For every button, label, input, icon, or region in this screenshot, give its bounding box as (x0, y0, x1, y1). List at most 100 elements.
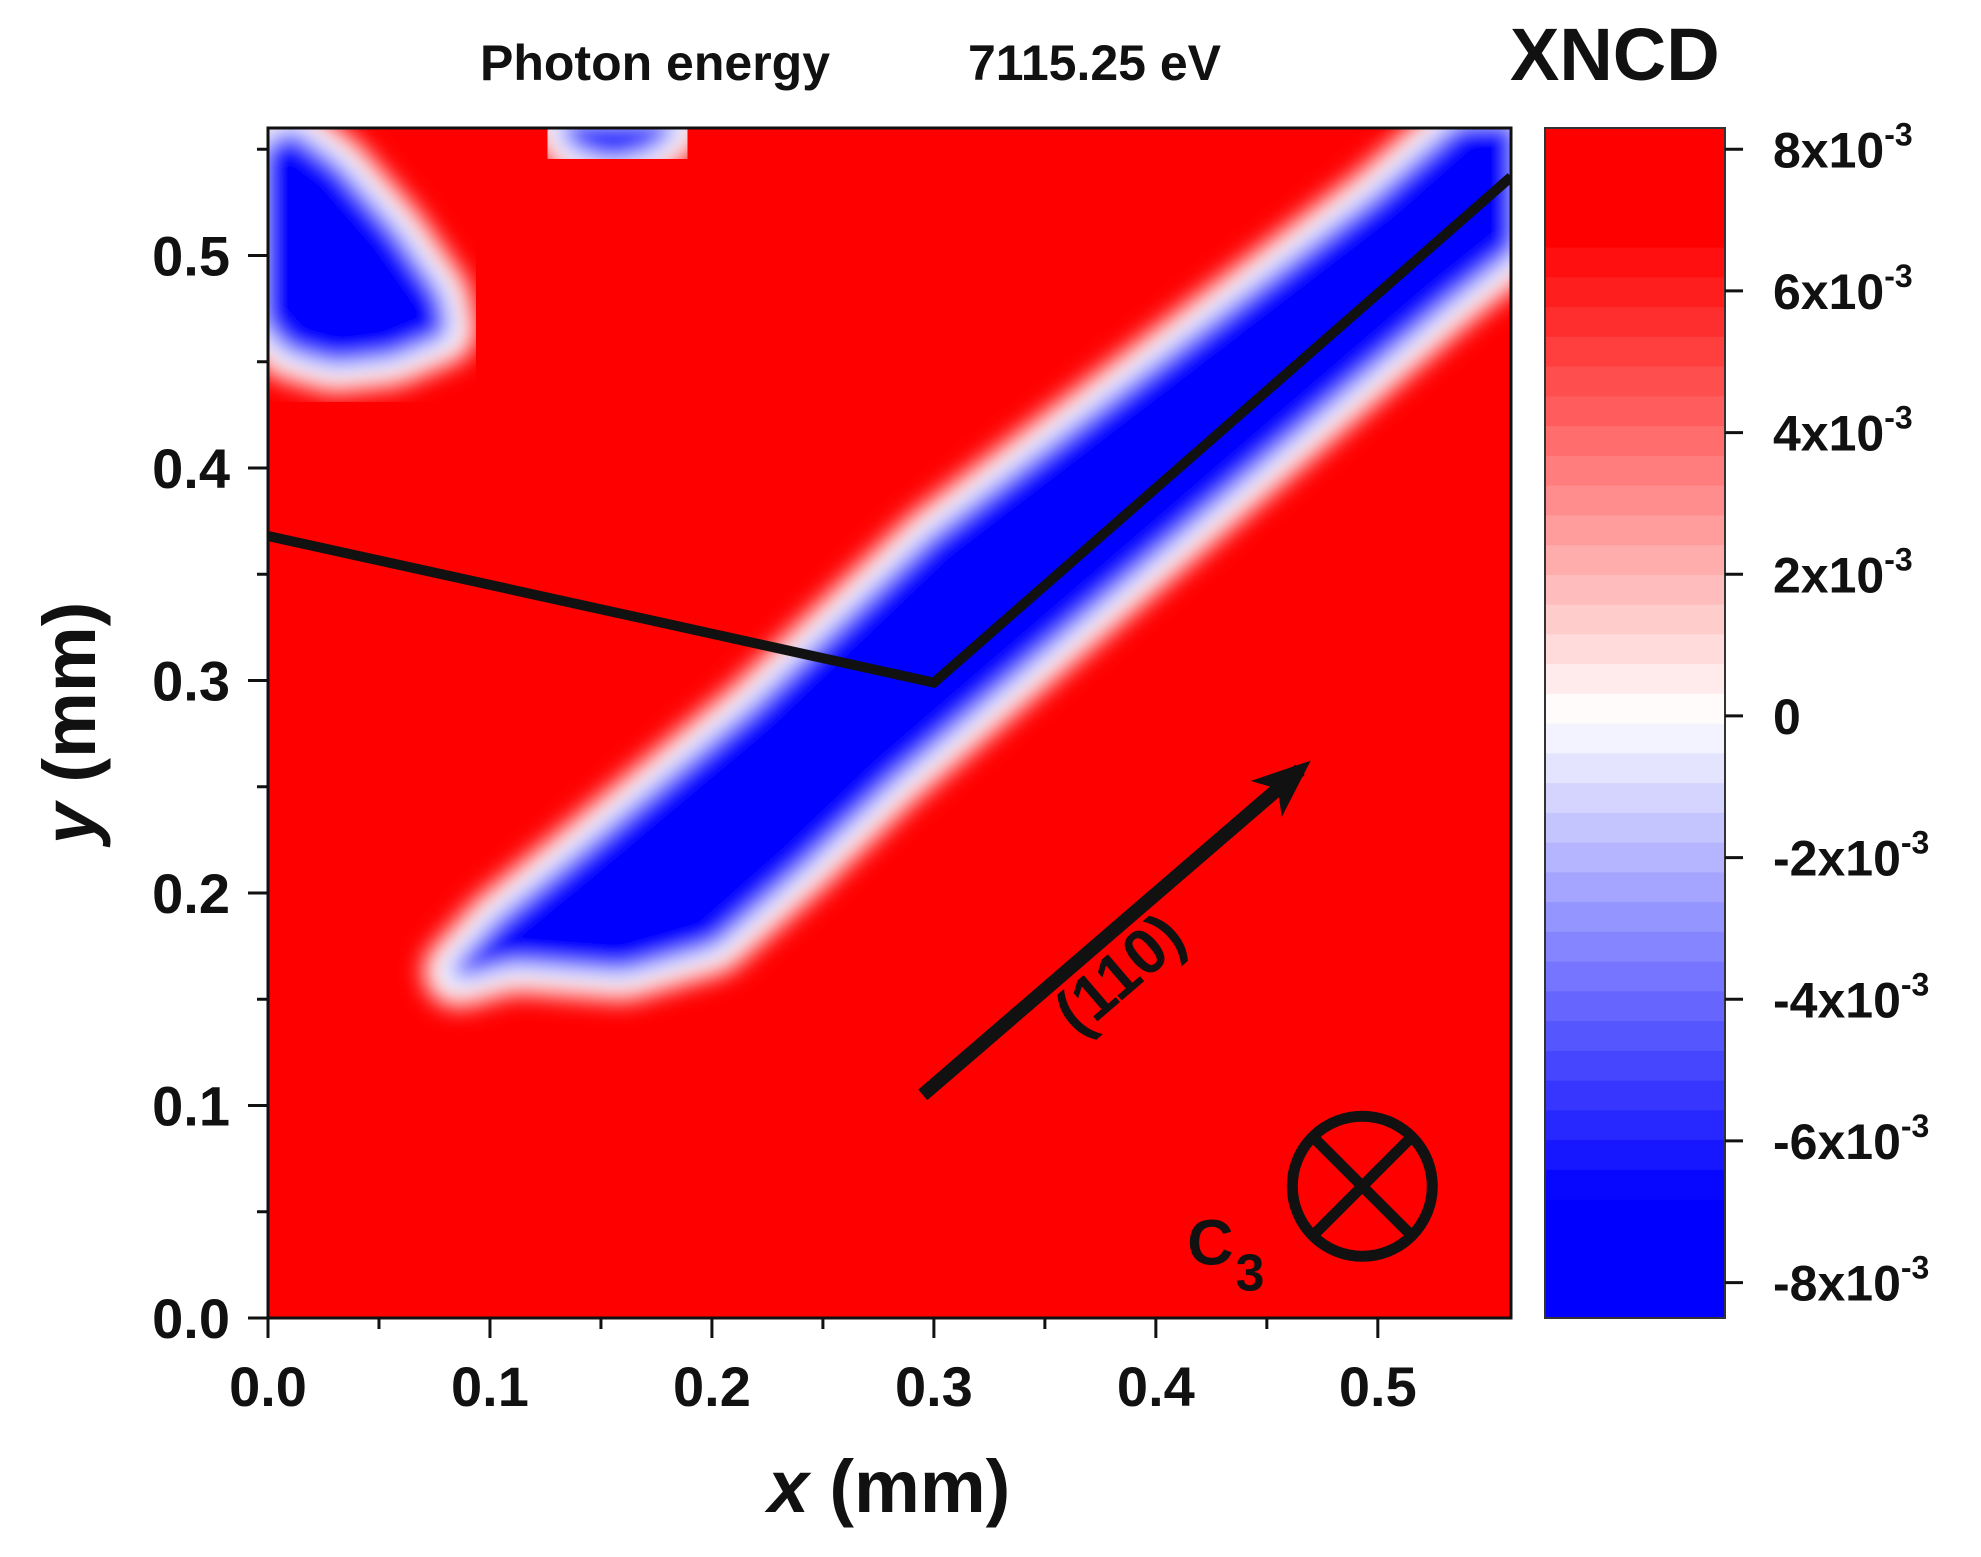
colorbar-level-band (1545, 663, 1725, 694)
colorbar-level-band (1545, 1258, 1725, 1289)
colorbar-level-band (1545, 157, 1725, 189)
boundary-line (268, 173, 1511, 689)
colorbar-tick-exponent: -3 (1884, 258, 1912, 294)
colorbar-level-band (1545, 425, 1725, 456)
x-axis: 0.0 0.1 0.2 0.3 0.4 0.5 (229, 1318, 1417, 1418)
x-axis-title: x (mm) (764, 1445, 1011, 1528)
colorbar-bands (1545, 128, 1725, 1319)
colorbar-level-band (1545, 842, 1725, 873)
colorbar-tick-label: 4x10-3 (1773, 400, 1913, 462)
top-left-blob-core (268, 128, 451, 367)
colorbar-tick-label: -4x10-3 (1773, 966, 1929, 1028)
colorbar-tick-exponent: -3 (1884, 116, 1912, 152)
colorbar-level-band (1545, 633, 1725, 665)
colorbar: 8x10-36x10-34x10-32x10-30-2x10-3-4x10-3-… (1544, 116, 1929, 1319)
colorbar-level-band (1545, 306, 1725, 337)
c3-cross-stroke-2 (1308, 1132, 1416, 1240)
colorbar-level-band (1545, 693, 1725, 724)
y-axis: 0.0 0.1 0.2 0.3 0.4 0.5 (152, 147, 268, 1350)
colorbar-tick-label: -8x10-3 (1773, 1250, 1929, 1312)
colorbar-level-band (1545, 187, 1725, 218)
colorbar-level-band (1545, 485, 1725, 516)
colorbar-level-band (1545, 1109, 1725, 1141)
y-tick-label: 0.5 (152, 225, 230, 288)
colorbar-level-band (1545, 455, 1725, 486)
x-tick-label: 0.3 (895, 1355, 973, 1418)
y-tick-label: 0.0 (152, 1287, 230, 1350)
colorbar-level-band (1545, 276, 1725, 308)
colorbar-level-band (1545, 961, 1725, 992)
colorbar-level-band (1545, 395, 1725, 427)
y-tick-label: 0.2 (152, 862, 230, 925)
region-main-diagonal-band (423, 128, 1511, 1007)
x-tick-label: 0.2 (673, 1355, 751, 1418)
y-tick-label: 0.3 (152, 650, 230, 713)
colorbar-level-band (1545, 931, 1725, 962)
colorbar-level-band (1545, 514, 1725, 546)
x-tick-label: 0.1 (451, 1355, 529, 1418)
colorbar-level-band (1545, 812, 1725, 843)
colorbar-tick-label: 8x10-3 (1773, 116, 1913, 178)
colorbar-tick-exponent: -3 (1901, 1108, 1929, 1144)
colorbar-level-band (1545, 1199, 1725, 1230)
x-tick-label: 0.5 (1339, 1355, 1417, 1418)
colorbar-title: XNCD (1510, 13, 1720, 96)
y-tick-label: 0.1 (152, 1075, 230, 1138)
x-axis-unit: (mm) (809, 1445, 1010, 1528)
colorbar-level-band (1545, 217, 1725, 248)
y-axis-title: y (mm) (28, 602, 111, 849)
colorbar-level-band (1545, 871, 1725, 903)
overlay-layer: (110)C3 (268, 173, 1511, 1302)
colorbar-tick-label: -2x10-3 (1773, 825, 1929, 887)
colorbar-level-band (1545, 990, 1725, 1022)
top-edge-blob-core (558, 128, 677, 163)
colorbar-level-band (1545, 752, 1725, 784)
colorbar-level-band (1545, 1050, 1725, 1081)
colorbar-tick-exponent: -3 (1901, 966, 1929, 1002)
colorbar-tick-label: -6x10-3 (1773, 1108, 1929, 1170)
y-tick-label: 0.4 (152, 437, 230, 500)
plot-frame (266, 126, 1513, 1320)
x-tick-label: 0.4 (1117, 1355, 1195, 1418)
y-axis-unit: (mm) (28, 602, 111, 803)
colorbar-level-band (1545, 574, 1725, 605)
region-top-edge-blob (532, 128, 703, 189)
colorbar-level-band (1545, 1139, 1725, 1170)
colorbar-level-band (1545, 604, 1725, 635)
colorbar-tick-label: 2x10-3 (1773, 541, 1913, 603)
colorbar-tick-label: 6x10-3 (1773, 258, 1913, 320)
chart-title-value: 7115.25 eV (968, 35, 1222, 91)
c3-subscript: 3 (1236, 1244, 1265, 1302)
colorbar-level-band (1545, 544, 1725, 575)
colorbar-tick-exponent: -3 (1901, 1250, 1929, 1286)
x-axis-variable: x (764, 1445, 812, 1528)
colorbar-level-band (1545, 723, 1725, 754)
colorbar-level-band (1545, 366, 1725, 397)
x-tick-label: 0.0 (229, 1355, 307, 1418)
region-top-left-blob (268, 128, 477, 393)
c3-circle-icon (1286, 1110, 1438, 1262)
colorbar-level-band (1545, 1080, 1725, 1111)
colorbar-level-band (1545, 1169, 1725, 1200)
colorbar-level-band (1545, 1228, 1725, 1260)
colorbar-level-band (1545, 1020, 1725, 1051)
colorbar-ticks: 8x10-36x10-34x10-32x10-30-2x10-3-4x10-3-… (1725, 116, 1929, 1312)
colorbar-level-band (1545, 901, 1725, 932)
colorbar-level-band (1545, 128, 1725, 159)
colorbar-level-band (1545, 1288, 1725, 1319)
colorbar-level-band (1545, 782, 1725, 813)
colorbar-tick-label: 0 (1773, 689, 1801, 745)
plot-area: (110)C3 (266, 126, 1513, 1320)
y-axis-variable: y (28, 799, 111, 848)
c3-axis-symbol: C3 (1187, 1110, 1438, 1302)
colorbar-tick-exponent: -3 (1884, 400, 1912, 436)
main-diagonal-band-core (449, 128, 1511, 981)
direction-arrow (918, 760, 1311, 1101)
chart-title: Photon energy (480, 35, 830, 91)
colorbar-level-band (1545, 336, 1725, 367)
colorbar-tick-exponent: -3 (1884, 541, 1912, 577)
colorbar-frame (1544, 127, 1726, 1319)
contour-layer (268, 128, 1511, 1007)
colorbar-level-band (1545, 247, 1725, 278)
